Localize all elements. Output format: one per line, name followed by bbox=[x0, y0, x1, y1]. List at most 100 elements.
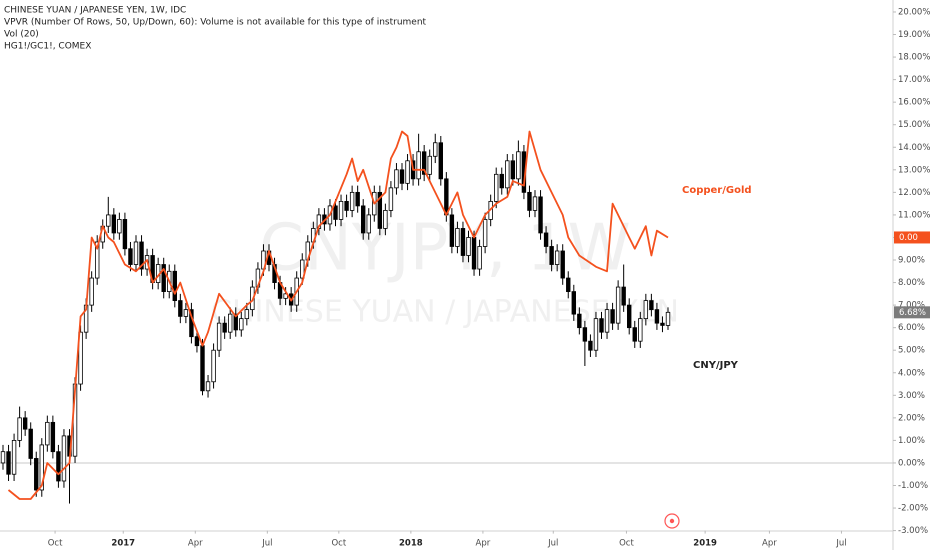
candle-body bbox=[122, 219, 128, 250]
y-tick-label: 20.00% bbox=[898, 7, 930, 17]
candle-body bbox=[222, 322, 227, 333]
candle-body bbox=[338, 200, 344, 220]
candle-body bbox=[161, 264, 166, 292]
candle-body bbox=[588, 340, 593, 351]
candle-body bbox=[22, 417, 28, 430]
candle-body bbox=[89, 277, 94, 306]
x-tick-label: 2019 bbox=[693, 539, 717, 549]
y-tick-label: 17.00% bbox=[898, 75, 930, 85]
candle-body bbox=[444, 178, 449, 216]
candle-body bbox=[538, 196, 543, 234]
candle-body bbox=[211, 349, 216, 383]
candle-body bbox=[128, 248, 133, 265]
candle-body bbox=[228, 313, 233, 333]
candle-body bbox=[482, 219, 488, 247]
x-tick-label: Oct bbox=[331, 539, 346, 549]
legend-line: Vol (20) bbox=[4, 30, 39, 40]
candle-body bbox=[300, 259, 305, 279]
last-value-box bbox=[894, 231, 930, 244]
y-tick-label: -1.00% bbox=[898, 481, 928, 491]
candle-body bbox=[133, 241, 139, 265]
candle-body bbox=[455, 228, 460, 247]
x-tick-label: 2018 bbox=[399, 539, 423, 549]
candle-body bbox=[577, 313, 582, 329]
candle-body bbox=[527, 191, 532, 211]
series-line bbox=[7, 130, 669, 500]
y-tick-label: 18.00% bbox=[898, 53, 930, 63]
candle-body bbox=[11, 440, 17, 475]
candle-body bbox=[505, 160, 510, 189]
candle-body bbox=[34, 458, 39, 491]
candle-body bbox=[649, 300, 654, 311]
candle-body bbox=[216, 322, 222, 351]
y-tick-label: 16.00% bbox=[898, 98, 930, 108]
replay-button[interactable] bbox=[664, 513, 680, 529]
candle-body bbox=[593, 318, 599, 351]
candle-body bbox=[627, 304, 632, 329]
y-tick-label: 12.00% bbox=[898, 188, 930, 198]
y-tick-label: 9.00% bbox=[898, 256, 925, 266]
candle-body bbox=[349, 191, 355, 211]
x-tick-label: Apr bbox=[188, 539, 203, 549]
candle-body bbox=[205, 381, 211, 392]
candle-body bbox=[45, 421, 50, 446]
candle-body bbox=[78, 331, 83, 385]
candle-body bbox=[344, 200, 349, 211]
y-tick-label: 19.00% bbox=[898, 30, 930, 40]
candle-body bbox=[39, 444, 44, 491]
last-price-box bbox=[894, 306, 930, 319]
candle-body bbox=[405, 160, 410, 184]
candle-body bbox=[355, 191, 360, 207]
x-tick-label: 2017 bbox=[111, 539, 135, 549]
candle-body bbox=[543, 232, 549, 247]
candle-body bbox=[366, 214, 371, 234]
candle-body bbox=[582, 327, 588, 342]
candle-body bbox=[638, 318, 643, 342]
candle-body bbox=[178, 300, 183, 317]
y-tick-label: 11.00% bbox=[898, 210, 930, 220]
x-tick-label: Apr bbox=[476, 539, 491, 549]
y-tick-label: 15.00% bbox=[898, 120, 930, 130]
y-tick-label: 3.00% bbox=[898, 391, 925, 401]
candle-body bbox=[394, 169, 399, 189]
y-tick-label: 5.00% bbox=[898, 346, 925, 356]
y-tick-label: 4.00% bbox=[898, 368, 925, 378]
candle-body bbox=[460, 228, 466, 256]
candle-body bbox=[95, 241, 100, 279]
candle-body bbox=[6, 451, 11, 475]
last-value-label: 0.00 bbox=[899, 233, 918, 243]
candle-body bbox=[560, 250, 565, 279]
candle-body bbox=[28, 428, 33, 459]
y-tick-label: 2.00% bbox=[898, 413, 925, 423]
candle-body bbox=[433, 142, 438, 157]
candle-body bbox=[388, 187, 394, 211]
candle-body bbox=[117, 219, 122, 234]
candle-body bbox=[477, 246, 482, 270]
candle-body bbox=[56, 451, 61, 482]
candle-body bbox=[615, 286, 621, 324]
y-tick-label: 0.00% bbox=[898, 458, 925, 468]
candle-body bbox=[200, 345, 205, 392]
candle-body bbox=[61, 435, 67, 482]
y-tick-label: 7.00% bbox=[898, 301, 925, 311]
candle-body bbox=[50, 421, 56, 453]
candle-body bbox=[471, 237, 477, 270]
y-tick-label: 6.00% bbox=[898, 323, 925, 333]
candle-body bbox=[554, 250, 560, 265]
x-tick-label: Apr bbox=[762, 539, 777, 549]
candle-body bbox=[106, 214, 111, 227]
candle-body bbox=[516, 151, 521, 180]
series-label: Copper/Gold bbox=[682, 185, 752, 196]
series-label: CNY/JPY bbox=[693, 360, 739, 371]
candle-body bbox=[239, 318, 244, 331]
candles bbox=[0, 133, 671, 504]
candle-body bbox=[643, 300, 649, 320]
y-tick-label: -2.00% bbox=[898, 504, 928, 514]
icon-dot bbox=[669, 518, 675, 524]
candle-body bbox=[449, 214, 455, 247]
candle-body bbox=[233, 313, 238, 331]
candle-body bbox=[660, 322, 665, 326]
x-tick-label: Oct bbox=[619, 539, 634, 549]
candle-body bbox=[599, 318, 604, 333]
